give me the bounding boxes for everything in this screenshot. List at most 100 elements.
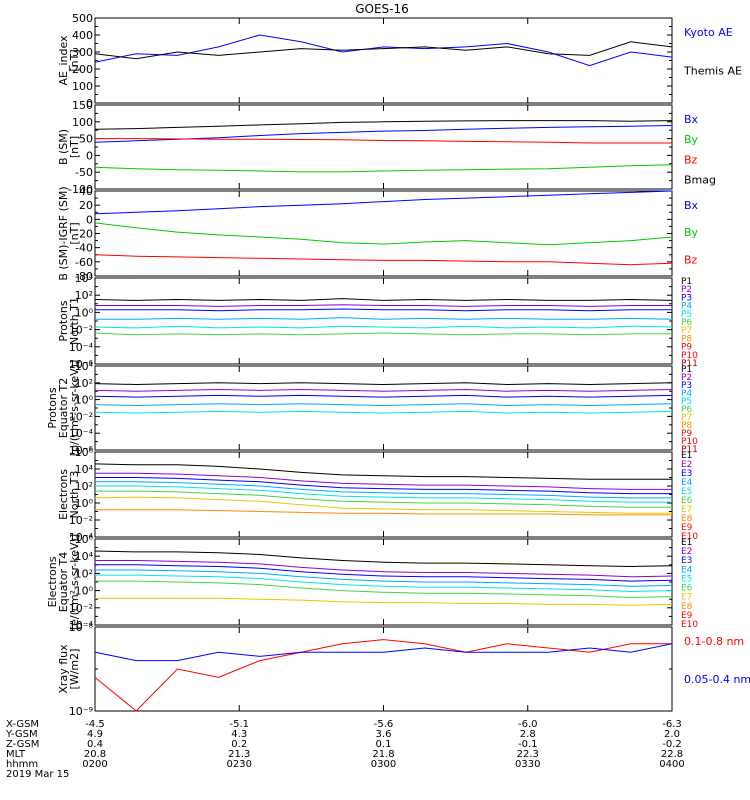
series-line-p5	[94, 325, 673, 329]
series-line-e7	[94, 496, 672, 514]
y-axis-label: Electrons	[57, 469, 70, 520]
series-line-p1	[94, 298, 673, 301]
series-line-e4	[95, 569, 673, 587]
series-line-p4	[94, 403, 673, 407]
y-tick-label: 10⁻⁶	[69, 358, 94, 371]
y-tick-label: 10²	[75, 377, 93, 390]
y-axis-label: Equator T2	[57, 378, 70, 438]
legend-entry: 0.1-0.8 nm	[684, 635, 744, 648]
series-line-e6	[95, 580, 673, 599]
series-line-themis-ae	[94, 41, 673, 60]
legend-entry: P11	[681, 445, 698, 455]
y-tick-label: 10⁻²	[69, 324, 93, 337]
series-line-e6	[95, 490, 672, 508]
y-axis-label: B (SM)	[57, 129, 70, 165]
legend-entry: E1	[681, 538, 692, 548]
x-axis-value: -5.6	[374, 719, 394, 730]
legend-entry: P1	[681, 365, 692, 375]
series-line-e3	[95, 564, 673, 582]
x-axis-value: 0200	[82, 759, 107, 770]
legend-entry: Bx	[684, 199, 699, 212]
series-line-e1	[94, 463, 672, 480]
y-axis-label: Protons	[57, 300, 70, 341]
x-axis-value: 0.1	[376, 739, 392, 750]
series-line-p1	[94, 382, 673, 386]
x-axis-value: 0.2	[231, 739, 247, 750]
legend-entry: E9	[681, 611, 693, 621]
y-tick-label: 10⁻⁸	[69, 621, 94, 634]
y-tick-label: 10⁰	[75, 585, 94, 598]
y-tick-label: 150	[72, 99, 93, 112]
legend-entry: By	[684, 133, 699, 146]
y-axis-label: [nT]	[68, 49, 81, 71]
y-axis-label: Protons	[46, 387, 59, 428]
series-line-kyoto-ae	[94, 34, 673, 67]
series-line-e5	[95, 574, 673, 593]
legend-entry: P9	[681, 343, 692, 353]
y-tick-label: 300	[72, 46, 93, 59]
legend-entry: P8	[681, 334, 692, 344]
legend-entry: Bz	[684, 253, 698, 266]
x-axis-value: 22.3	[517, 749, 539, 760]
legend-entry: P5	[681, 397, 692, 407]
y-tick-label: 10⁻²	[69, 602, 93, 615]
legend-entry: E5	[681, 487, 692, 497]
x-axis-date: 2019 Mar 15	[6, 769, 69, 780]
y-tick-label: 200	[72, 63, 93, 76]
legend-entry: P8	[681, 421, 692, 431]
y-axis-label: [nT]	[68, 136, 81, 158]
x-axis-value: 0300	[371, 759, 396, 770]
legend-entry: P1	[681, 277, 692, 287]
series-line-p4	[95, 317, 673, 320]
y-tick-label: 400	[72, 29, 93, 42]
panel-frame	[94, 365, 673, 451]
legend-entry: E4	[681, 565, 693, 575]
x-axis-value: -0.2	[662, 739, 682, 750]
series-line-p2	[94, 388, 673, 392]
legend-entry: E8	[681, 514, 693, 524]
series-line-bx	[94, 190, 673, 215]
series-line-p6	[94, 332, 672, 336]
panel-frame	[94, 17, 673, 104]
y-tick-label: -20	[75, 228, 93, 241]
legend-entry: Themis AE	[683, 64, 742, 77]
series-line-e4	[95, 481, 672, 499]
y-tick-label: 100	[72, 80, 93, 93]
x-axis-value: 21.3	[228, 749, 250, 760]
legend-entry: Bmag	[684, 173, 716, 186]
legend-entry: 0.05-0.4 nm	[684, 673, 750, 686]
x-axis-value: 2.8	[520, 729, 536, 740]
series-line-e2	[95, 560, 673, 578]
plot-title: GOES-16	[355, 2, 409, 16]
y-axis-label: AE_index	[57, 35, 70, 86]
x-axis-value: 0230	[227, 759, 252, 770]
x-axis-value: 22.8	[661, 749, 683, 760]
series-line-e7	[95, 597, 673, 606]
series-line-bx	[94, 125, 673, 143]
y-tick-label: -80	[75, 270, 93, 283]
legend-entry: E2	[681, 460, 692, 470]
y-tick-label: 10⁶	[75, 533, 94, 546]
y-tick-label: 10²	[75, 480, 93, 493]
series-line-e1	[94, 550, 673, 568]
y-axis-label: [p/(cm²-s-sr-keV)]	[68, 360, 81, 457]
series-line-bz	[94, 254, 673, 266]
y-tick-label: 10⁰	[75, 394, 94, 407]
legend-entry: E7	[681, 505, 692, 515]
legend-entry: P4	[681, 302, 692, 312]
y-axis-label: [e/(cm²-s-sr-keV)]	[68, 534, 81, 630]
y-tick-label: 10²	[75, 567, 93, 580]
legend-entry: P10	[681, 351, 698, 361]
series-line-p3	[94, 394, 673, 398]
y-axis-label: North T3	[68, 471, 81, 519]
x-axis-value: -6.0	[518, 719, 538, 730]
y-tick-label: 20	[79, 199, 93, 212]
y-tick-label: 10⁴	[75, 360, 94, 373]
legend-entry: E6	[681, 584, 693, 594]
legend-entry: P3	[681, 381, 692, 391]
